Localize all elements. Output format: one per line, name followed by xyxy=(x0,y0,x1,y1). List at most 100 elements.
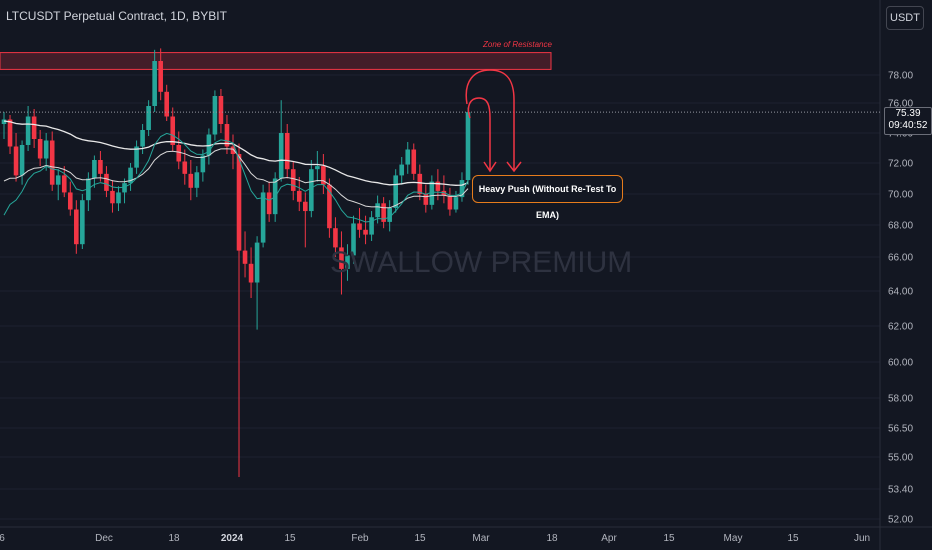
x-tick-label: 15 xyxy=(787,533,799,544)
y-tick-label: 70.00 xyxy=(888,190,913,201)
ema-50-line xyxy=(3,148,469,209)
candle-body xyxy=(19,145,25,176)
candle-body xyxy=(236,154,242,251)
candle xyxy=(405,142,411,174)
candle-body xyxy=(327,184,332,229)
x-tick-label: Apr xyxy=(601,533,617,544)
candle xyxy=(86,172,91,212)
candle-body xyxy=(152,61,157,106)
candle-body xyxy=(188,173,194,188)
candle-body xyxy=(254,242,260,283)
candle-body xyxy=(134,146,139,168)
y-tick-label: 66.00 xyxy=(888,253,913,264)
candle xyxy=(182,149,188,185)
candle-body xyxy=(164,91,170,117)
candle-body xyxy=(284,133,290,170)
y-tick-label: 68.00 xyxy=(888,221,913,232)
candle-body xyxy=(98,160,103,174)
candle xyxy=(411,143,417,181)
watermark: SWALLOW PREMIUM xyxy=(330,246,633,279)
candle-body xyxy=(43,140,49,159)
candle-body xyxy=(339,247,344,269)
candle-body xyxy=(387,207,392,222)
y-tick-label: 58.00 xyxy=(888,394,913,405)
candle-body xyxy=(212,96,218,135)
candle-body xyxy=(405,149,411,165)
candle-body xyxy=(206,134,212,156)
candle xyxy=(351,215,356,264)
candle xyxy=(164,84,170,121)
x-tick-label: 18 xyxy=(546,533,558,544)
candle xyxy=(248,247,254,298)
y-tick-label: 55.00 xyxy=(888,453,913,464)
y-tick-label: 72.00 xyxy=(888,159,913,170)
candle xyxy=(206,128,212,165)
candle-body xyxy=(55,175,61,185)
candle xyxy=(266,181,272,222)
candle-body xyxy=(447,195,453,210)
x-tick-label: 15 xyxy=(414,533,426,544)
candle-body xyxy=(218,96,224,124)
candle xyxy=(236,143,242,477)
candle-body xyxy=(369,217,374,235)
candle xyxy=(1,112,7,139)
candle xyxy=(296,176,302,212)
candle-body xyxy=(37,139,43,159)
candle xyxy=(19,140,25,185)
x-tick-label: 15 xyxy=(663,533,675,544)
candle-body xyxy=(351,223,356,256)
y-tick-label: 60.00 xyxy=(888,358,913,369)
candle-body xyxy=(423,194,429,205)
candle-body xyxy=(116,192,121,204)
y-tick-label: 78.00 xyxy=(888,71,913,82)
candle-body xyxy=(31,116,37,139)
candle-body xyxy=(302,201,308,212)
candle xyxy=(92,155,97,188)
x-tick-label: Jun xyxy=(854,533,870,544)
y-tick-label: 56.50 xyxy=(888,424,913,435)
zone-label: Zone of Resistance xyxy=(483,40,552,49)
last-price-badge: 75.39 09:40:52 xyxy=(884,107,932,135)
candle xyxy=(441,175,447,204)
candle-body xyxy=(80,200,85,245)
candle-body xyxy=(170,116,176,145)
candle-body xyxy=(248,263,254,283)
candle xyxy=(327,178,332,238)
candle-body xyxy=(61,175,67,193)
candle xyxy=(80,194,85,249)
candle xyxy=(230,134,236,170)
candle-body xyxy=(230,146,236,154)
candle-body xyxy=(309,169,314,212)
candle xyxy=(128,163,133,191)
candle-body xyxy=(411,149,417,174)
candle-body xyxy=(345,255,350,269)
candle-body xyxy=(296,190,302,202)
candle-body xyxy=(453,197,459,210)
candle xyxy=(465,107,471,185)
x-tick-label: May xyxy=(724,533,743,544)
y-tick-label: 62.00 xyxy=(888,322,913,333)
ema-200-line xyxy=(3,120,469,186)
x-tick-label: 2024 xyxy=(221,533,244,544)
candle xyxy=(13,133,19,182)
candle-body xyxy=(417,173,423,194)
candle xyxy=(254,236,260,330)
x-tick-label: Mar xyxy=(472,533,490,544)
candle-body xyxy=(357,223,362,230)
price-axis: 78.0076.0074.0072.0070.0068.0066.0064.00… xyxy=(888,71,913,526)
candle xyxy=(218,89,224,133)
candle xyxy=(104,166,109,198)
candle-body xyxy=(7,119,13,147)
last-price-value: 75.39 xyxy=(895,108,921,119)
candle xyxy=(387,200,392,232)
candle xyxy=(43,133,49,171)
candle xyxy=(98,151,103,182)
currency-button[interactable]: USDT xyxy=(886,6,924,30)
candle-body xyxy=(381,203,386,222)
candle xyxy=(309,160,314,218)
candle xyxy=(302,192,308,248)
candle-body xyxy=(242,250,248,264)
x-tick-label: 18 xyxy=(168,533,180,544)
candle xyxy=(339,231,344,295)
